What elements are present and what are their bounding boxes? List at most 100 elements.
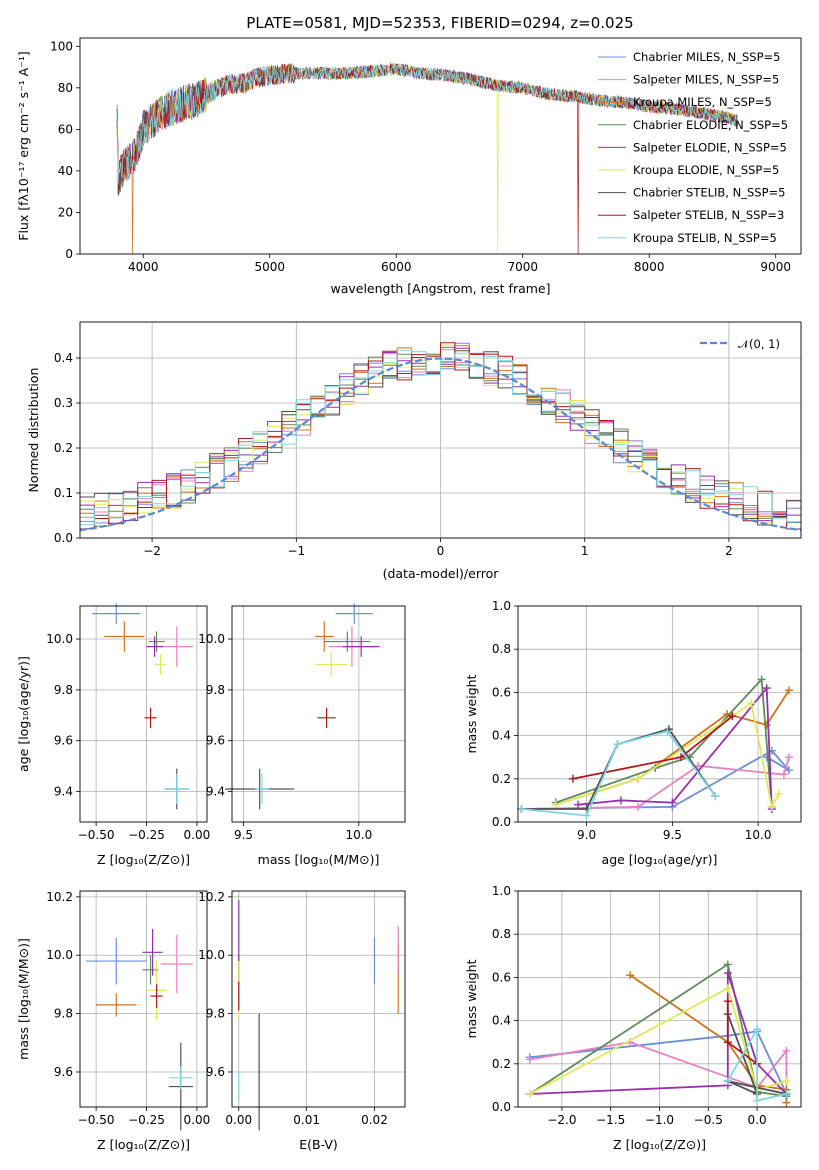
weight-marker xyxy=(723,969,732,978)
y-tick-label: 9.8 xyxy=(206,1007,225,1021)
weight-marker xyxy=(753,1096,762,1105)
y-tick-label: 0.0 xyxy=(492,815,511,829)
legend-label: Salpeter MILES, N_SSP=5 xyxy=(633,73,779,87)
axes-frame xyxy=(79,37,802,255)
y-tick-label: 9.8 xyxy=(206,683,225,697)
y-tick-label: 0.6 xyxy=(492,685,511,699)
x-tick-label: 0.00 xyxy=(225,1113,252,1127)
y-tick-label: 40 xyxy=(58,164,73,178)
weight-marker xyxy=(747,699,756,708)
axes-frame xyxy=(79,605,208,823)
x-tick-label: −1.0 xyxy=(645,1113,674,1127)
weight_vs_age-panel: 9.0 9.5 10.0 0.0 0.2 0.4 0.6 0.8 1.0 age [log₁₀(a… xyxy=(464,599,802,867)
spectrum-panel: PLATE=0581, MJD=52353, FIBERID=0294, z=0… xyxy=(16,14,802,296)
y-tick-label: 0.2 xyxy=(492,1057,511,1071)
weight-marker xyxy=(782,1046,791,1055)
y-tick-label: 1.0 xyxy=(492,884,511,898)
x-axis-label: Z [log₁₀(Z/Z⊙)] xyxy=(97,1137,190,1152)
weight-marker xyxy=(634,774,643,783)
weight-marker xyxy=(551,800,560,809)
age_vs_Z-panel: −0.50 −0.25 0.00 9.4 9.6 9.8 10.0 Z [log₁₀(Z/Z⊙… xyxy=(16,603,210,867)
y-tick-label: 10.0 xyxy=(46,632,73,646)
weight-marker xyxy=(784,753,793,762)
weight_vs_Z-panel: −2.0 −1.5 −1.0 −0.5 0.0 0.0 0.2 0.4 0.6 0.8 1.0 Z [… xyxy=(464,884,802,1152)
x-axis-label: (data-model)/error xyxy=(383,566,500,581)
gaussian-curve xyxy=(79,357,802,532)
x-tick-label: 9.5 xyxy=(663,828,682,842)
mass_vs_EBV-panel: 0.00 0.01 0.02 9.6 9.8 10.0 10.2 E(B-V) xyxy=(198,890,406,1152)
weight-marker xyxy=(774,789,783,798)
x-axis-label: wavelength [Angstrom, rest frame] xyxy=(330,281,550,296)
y-axis-label: Flux [fλ10⁻¹⁷ erg cm⁻² s⁻¹ A⁻¹] xyxy=(16,51,31,240)
x-axis-label: age [log₁₀(age/yr)] xyxy=(602,852,718,867)
y-tick-label: 1.0 xyxy=(492,599,511,613)
legend-label: Salpeter ELODIE, N_SSP=5 xyxy=(633,140,787,154)
weight-marker xyxy=(728,712,737,721)
y-tick-label: 10.2 xyxy=(198,890,225,904)
x-tick-label: 0.01 xyxy=(293,1113,320,1127)
weight-marker xyxy=(784,686,793,695)
weight-marker xyxy=(616,796,625,805)
y-tick-label: 9.6 xyxy=(206,734,225,748)
weight-marker xyxy=(767,802,776,811)
axes-frame xyxy=(517,605,802,823)
weight-marker xyxy=(723,997,732,1006)
y-tick-label: 0.3 xyxy=(54,396,73,410)
x-tick-label: 4000 xyxy=(128,260,159,274)
x-tick-label: −0.25 xyxy=(128,1113,165,1127)
x-tick-label: 9.5 xyxy=(234,828,253,842)
weight-marker xyxy=(663,727,672,736)
weight-marker xyxy=(613,740,622,749)
weight-marker xyxy=(757,675,766,684)
weight-marker xyxy=(753,1025,762,1034)
y-tick-label: 100 xyxy=(50,39,73,53)
weight-marker xyxy=(574,800,583,809)
weight-marker xyxy=(779,770,788,779)
x-tick-label: −0.5 xyxy=(694,1113,723,1127)
y-tick-label: 9.4 xyxy=(206,785,225,799)
y-tick-label: 0.0 xyxy=(54,531,73,545)
weight-marker xyxy=(723,960,732,969)
y-tick-label: 9.8 xyxy=(54,683,73,697)
x-tick-label: −2 xyxy=(143,544,161,558)
x-axis-label: Z [log₁₀(Z/Z⊙)] xyxy=(613,1137,706,1152)
legend-label: Chabrier STELIB, N_SSP=5 xyxy=(633,186,785,200)
weight-marker xyxy=(568,774,577,783)
weight-marker xyxy=(668,798,677,807)
x-tick-label: 0.0 xyxy=(748,1113,767,1127)
spectrum-series-line xyxy=(116,62,739,254)
y-tick-label: 9.4 xyxy=(54,785,73,799)
histogram-steps xyxy=(80,342,801,530)
age_vs_mass-panel: 9.5 10.0 9.4 9.6 9.8 10.0 mass [log₁₀(M/M⊙)] xyxy=(198,603,406,867)
weight-marker xyxy=(582,811,591,820)
x-tick-label: −2.0 xyxy=(547,1113,576,1127)
weight-marker xyxy=(782,1090,791,1099)
y-axis-label: Normed distribution xyxy=(26,368,41,493)
legend-label: Kroupa ELODIE, N_SSP=5 xyxy=(633,163,779,177)
weight-marker xyxy=(634,802,643,811)
y-tick-label: 9.6 xyxy=(54,734,73,748)
weight-marker xyxy=(525,1055,534,1064)
weight-marker xyxy=(694,761,703,770)
x-tick-label: 9.0 xyxy=(577,828,596,842)
weight-marker xyxy=(525,1090,534,1099)
histogram-series xyxy=(80,342,801,530)
mass_vs_Z-panel: −0.50 −0.25 0.00 9.6 9.8 10.0 10.2 Z [log₁₀(Z/Z… xyxy=(16,890,210,1152)
legend-label: Kroupa STELIB, N_SSP=5 xyxy=(633,231,777,245)
x-tick-label: 10.0 xyxy=(346,828,373,842)
x-tick-label: 2 xyxy=(725,544,733,558)
x-tick-label: 0.02 xyxy=(361,1113,388,1127)
axes-frame xyxy=(231,890,406,1108)
y-axis-label: mass [log₁₀(M/M⊙)] xyxy=(16,938,31,1060)
y-tick-label: 20 xyxy=(58,205,73,219)
x-tick-label: 6000 xyxy=(381,260,412,274)
x-axis-label: mass [log₁₀(M/M⊙)] xyxy=(258,852,380,867)
spectrum-series-line xyxy=(116,63,738,184)
y-tick-label: 0.8 xyxy=(492,927,511,941)
weight-series-line xyxy=(529,962,787,1098)
x-tick-label: −1 xyxy=(287,544,305,558)
y-tick-label: 0.4 xyxy=(54,351,73,365)
spectrum-legend: Chabrier MILES, N_SSP=5 Salpeter MILES, N… xyxy=(598,50,788,245)
